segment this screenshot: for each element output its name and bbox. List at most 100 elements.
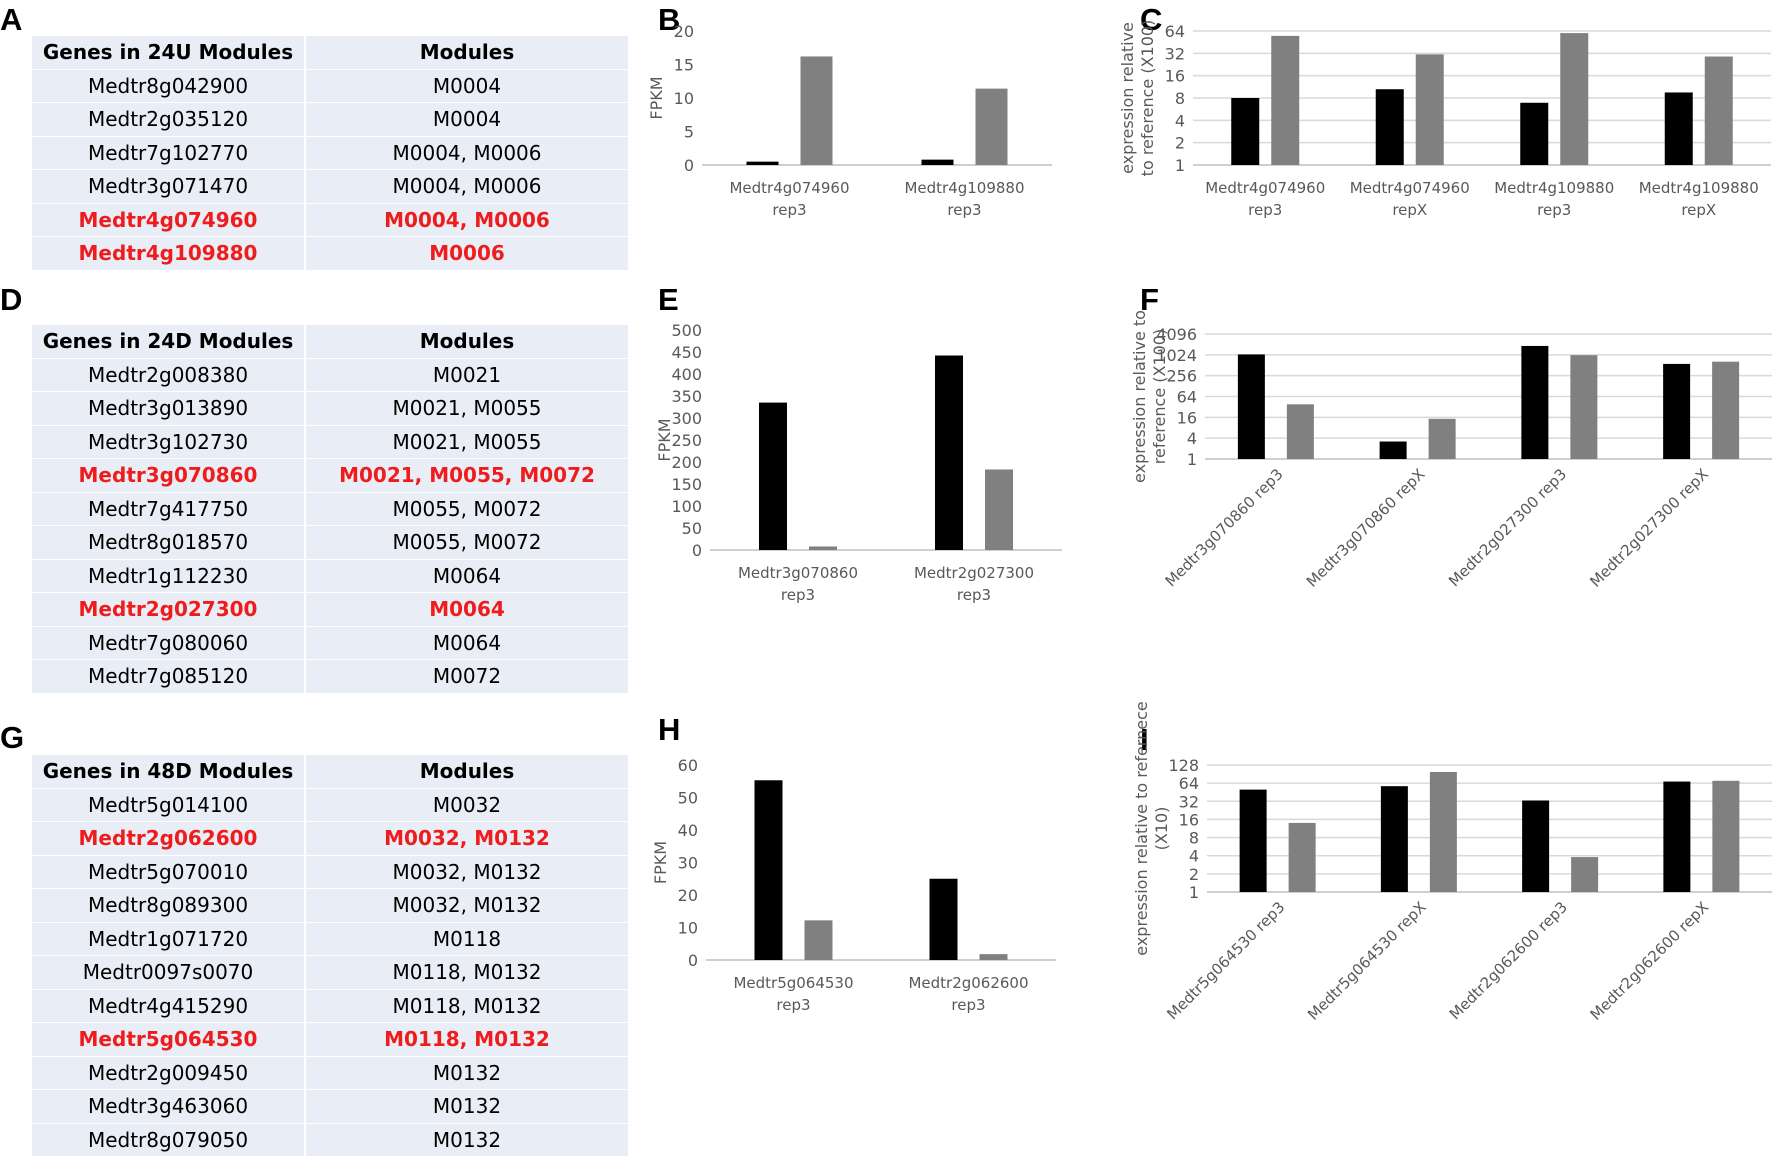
gene-cell: Medtr4g074960 bbox=[32, 204, 306, 238]
bar-series1 bbox=[1665, 92, 1693, 165]
gene-cell: Medtr8g079050 bbox=[32, 1124, 306, 1157]
gene-cell: Medtr3g013890 bbox=[32, 392, 306, 426]
modules-cell: M0021, M0055, M0072 bbox=[306, 459, 628, 493]
y-tick-label: 10 bbox=[674, 89, 694, 108]
gene-module-table-24u: Genes in 24U Modules Modules Medtr8g0429… bbox=[32, 36, 628, 271]
bar-series2 bbox=[985, 469, 1013, 550]
y-tick-label: 150 bbox=[671, 475, 702, 494]
x-category-label: Medtr5g064530 rep3 bbox=[1163, 898, 1288, 1023]
x-category-label: Medtr4g074960 bbox=[1205, 179, 1325, 197]
modules-cell: M0004 bbox=[306, 103, 628, 137]
column-header-modules: Modules bbox=[306, 325, 628, 359]
y-tick-label: 50 bbox=[678, 789, 698, 808]
modules-cell: M0064 bbox=[306, 560, 628, 594]
x-category-label: Medtr2g027300 repX bbox=[1586, 465, 1712, 591]
gene-cell: Medtr5g064530 bbox=[32, 1023, 306, 1057]
y-axis-label: expression relative to bbox=[1130, 310, 1149, 483]
x-category-label: Medtr4g109880 bbox=[1639, 179, 1759, 197]
bar-series1 bbox=[1240, 790, 1267, 892]
bar-series2 bbox=[976, 89, 1008, 165]
modules-cell: M0004 bbox=[306, 70, 628, 104]
bar-series1 bbox=[1663, 782, 1690, 892]
x-category-label: Medtr4g074960 bbox=[1350, 179, 1470, 197]
x-category-label: rep3 bbox=[776, 996, 810, 1014]
gene-cell: Medtr8g089300 bbox=[32, 889, 306, 923]
modules-cell: M0032, M0132 bbox=[306, 889, 628, 923]
y-tick-label: 2 bbox=[1175, 134, 1185, 153]
bar-series1 bbox=[1521, 346, 1548, 459]
x-category-label: rep3 bbox=[772, 201, 806, 219]
y-tick-label: 32 bbox=[1179, 792, 1199, 811]
modules-cell: M0132 bbox=[306, 1057, 628, 1091]
y-tick-label: 350 bbox=[671, 387, 702, 406]
y-tick-label: 64 bbox=[1165, 22, 1185, 41]
bar-series1 bbox=[1238, 354, 1265, 459]
x-category-label: Medtr3g070860 rep3 bbox=[1162, 465, 1287, 590]
gene-cell: Medtr4g415290 bbox=[32, 990, 306, 1024]
y-axis-label: FPKM bbox=[651, 841, 670, 884]
bar-series2 bbox=[1289, 823, 1316, 892]
modules-cell: M0118 bbox=[306, 923, 628, 957]
modules-cell: M0006 bbox=[306, 237, 628, 271]
x-category-label: Medtr2g062600 rep3 bbox=[1446, 898, 1571, 1023]
chart-e-fpkm: 050100150200250300350400450500FPKMMedtr3… bbox=[660, 320, 1080, 680]
bar-series1 bbox=[747, 162, 779, 165]
y-tick-label: 4 bbox=[1187, 429, 1197, 448]
gene-cell: Medtr7g080060 bbox=[32, 627, 306, 661]
column-header-genes: Genes in 24U Modules bbox=[32, 36, 306, 70]
y-tick-label: 10 bbox=[678, 919, 698, 938]
gene-cell: Medtr2g009450 bbox=[32, 1057, 306, 1091]
x-category-label: Medtr5g064530 bbox=[733, 974, 853, 992]
y-tick-label: 15 bbox=[674, 56, 694, 75]
panel-label-H: H bbox=[658, 712, 680, 748]
y-tick-label: 500 bbox=[671, 321, 702, 340]
gene-cell: Medtr0097s0070 bbox=[32, 956, 306, 990]
modules-cell: M0032, M0132 bbox=[306, 856, 628, 890]
y-axis-label: FPKM bbox=[655, 418, 674, 461]
modules-cell: M0004, M0006 bbox=[306, 204, 628, 238]
gene-cell: Medtr5g014100 bbox=[32, 789, 306, 823]
x-category-label: rep3 bbox=[951, 996, 985, 1014]
x-category-label: Medtr2g062600 bbox=[908, 974, 1028, 992]
x-category-label: rep3 bbox=[1248, 201, 1282, 219]
y-tick-label: 400 bbox=[671, 365, 702, 384]
x-category-label: rep3 bbox=[1537, 201, 1571, 219]
bar-series2 bbox=[805, 920, 833, 960]
bar-series2 bbox=[980, 954, 1008, 960]
y-tick-label: 64 bbox=[1177, 388, 1197, 407]
chart-b-fpkm: 05101520FPKMMedtr4g074960rep3Medtr4g1098… bbox=[660, 20, 1080, 260]
modules-cell: M0055, M0072 bbox=[306, 493, 628, 527]
column-header-modules: Modules bbox=[306, 36, 628, 70]
modules-cell: M0064 bbox=[306, 627, 628, 661]
bar-series2 bbox=[1712, 362, 1739, 459]
panel-label-E: E bbox=[658, 282, 679, 318]
bar-series2 bbox=[1560, 33, 1588, 165]
gene-cell: Medtr1g071720 bbox=[32, 923, 306, 957]
y-tick-label: 16 bbox=[1165, 67, 1185, 86]
y-tick-label: 32 bbox=[1165, 44, 1185, 63]
x-category-label: rep3 bbox=[957, 586, 991, 604]
bar-series2 bbox=[1416, 54, 1444, 165]
x-category-label: rep3 bbox=[781, 586, 815, 604]
y-tick-label: 450 bbox=[671, 343, 702, 362]
gene-cell: Medtr5g070010 bbox=[32, 856, 306, 890]
gene-cell: Medtr7g417750 bbox=[32, 493, 306, 527]
x-category-label: repX bbox=[1392, 201, 1427, 219]
y-tick-label: 1 bbox=[1189, 883, 1199, 902]
bar-series1 bbox=[1376, 89, 1404, 165]
y-tick-label: 8 bbox=[1189, 829, 1199, 848]
x-category-label: Medtr2g027300 bbox=[914, 564, 1034, 582]
y-tick-label: 128 bbox=[1168, 756, 1199, 775]
gene-cell: Medtr3g071470 bbox=[32, 170, 306, 204]
